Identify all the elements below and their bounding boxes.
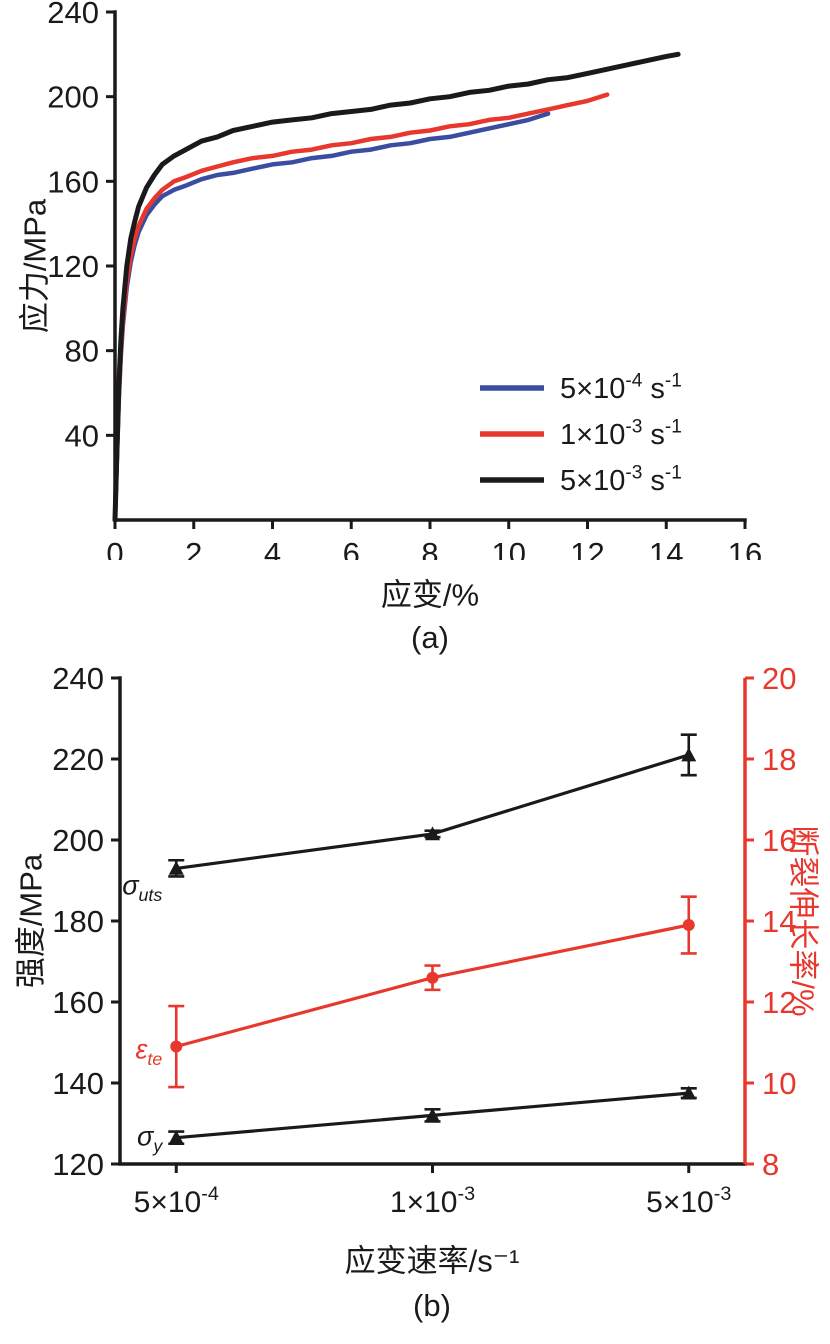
svg-text:220: 220 xyxy=(52,742,104,777)
svg-text:5×10-4: 5×10-4 xyxy=(134,1183,219,1219)
strength-elongation-chart: 120 140 160 180 200 220 240 8 10 12 14 16 18 20 5×10-4… xyxy=(52,661,796,1219)
svg-text:180: 180 xyxy=(52,904,104,939)
svg-text:160: 160 xyxy=(47,164,99,199)
svg-text:200: 200 xyxy=(47,80,99,115)
svg-text:0: 0 xyxy=(106,536,123,560)
svg-text:120: 120 xyxy=(52,1147,104,1182)
svg-text:20: 20 xyxy=(762,661,796,696)
svg-text:10: 10 xyxy=(492,536,526,560)
svg-text:1×10-3: 1×10-3 xyxy=(390,1183,475,1219)
svg-text:120: 120 xyxy=(47,249,99,284)
svg-text:240: 240 xyxy=(52,661,104,696)
svg-text:16: 16 xyxy=(762,823,796,858)
caption-a: (a) xyxy=(411,620,449,655)
svg-text:240: 240 xyxy=(47,0,99,30)
svg-text:18: 18 xyxy=(762,742,796,777)
svg-text:5×10-3 s-1: 5×10-3 s-1 xyxy=(560,462,682,497)
svg-text:12: 12 xyxy=(762,985,796,1020)
svg-text:4: 4 xyxy=(264,536,281,560)
svg-text:200: 200 xyxy=(52,823,104,858)
svg-text:12: 12 xyxy=(570,536,604,560)
x-axis-label-strain: 应变/% xyxy=(380,577,480,613)
stress-strain-chart: 40 80 120 160 200 240 0 2 4 6 8 10 12 14 16 5×10-4 s-1 1… xyxy=(47,0,762,560)
svg-text:40: 40 xyxy=(65,418,99,453)
x-axis-label-strain-rate: 应变速率/s⁻¹ xyxy=(344,1243,520,1279)
caption-b: (b) xyxy=(413,1288,451,1323)
svg-text:σy: σy xyxy=(137,1122,163,1156)
svg-text:14: 14 xyxy=(649,536,683,560)
svg-text:2: 2 xyxy=(185,536,202,560)
y-axis-label-stress: 应力/MPa xyxy=(17,198,53,334)
svg-text:1×10-3 s-1: 1×10-3 s-1 xyxy=(560,416,682,451)
svg-text:160: 160 xyxy=(52,985,104,1020)
svg-text:8: 8 xyxy=(762,1147,779,1182)
svg-text:16: 16 xyxy=(728,536,762,560)
svg-text:5×10-4 s-1: 5×10-4 s-1 xyxy=(560,370,682,405)
y-axis-label-strength: 强度/MPa xyxy=(13,853,49,989)
svg-text:80: 80 xyxy=(65,334,99,369)
svg-text:8: 8 xyxy=(421,536,438,560)
svg-text:σuts: σuts xyxy=(122,870,162,904)
svg-text:6: 6 xyxy=(343,536,360,560)
svg-text:5×10-3: 5×10-3 xyxy=(646,1183,731,1219)
svg-text:140: 140 xyxy=(52,1066,104,1101)
svg-text:14: 14 xyxy=(762,904,796,939)
svg-text:10: 10 xyxy=(762,1066,796,1101)
svg-text:εte: εte xyxy=(136,1035,163,1069)
y-axis-label-elongation: 断裂伸长率/% xyxy=(785,825,821,1017)
